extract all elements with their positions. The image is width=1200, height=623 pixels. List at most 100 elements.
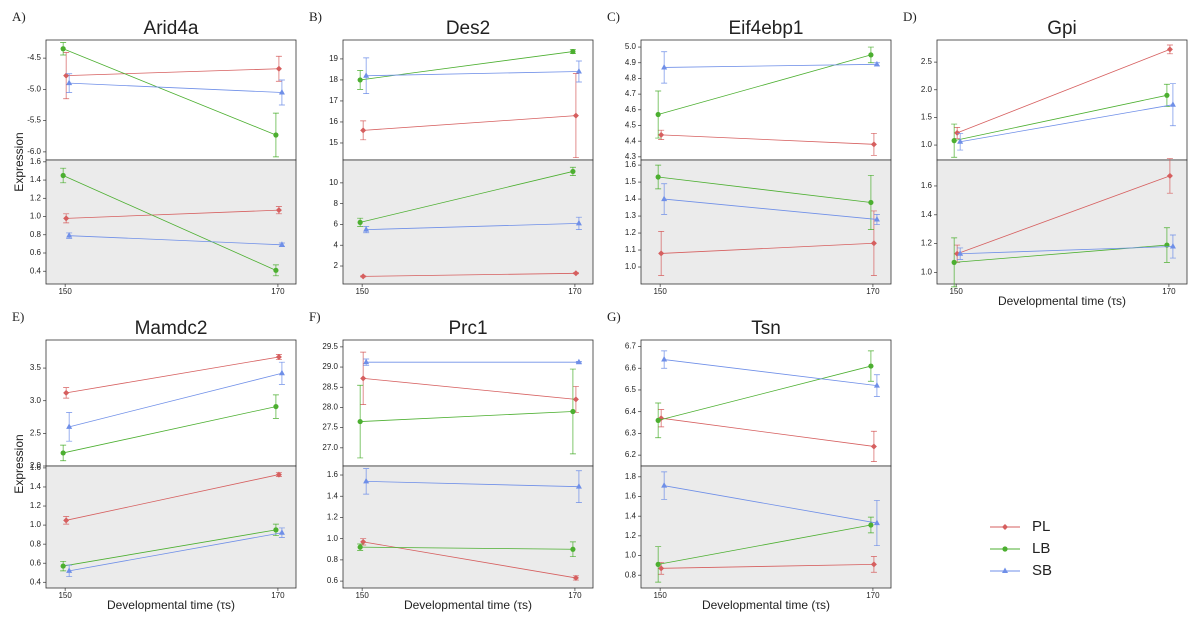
marker bbox=[957, 250, 964, 256]
marker bbox=[954, 129, 961, 136]
legend-label: PL bbox=[1032, 518, 1050, 535]
series-line bbox=[664, 63, 877, 68]
series-line bbox=[664, 198, 877, 220]
y-tick-label: 3.0 bbox=[30, 396, 42, 405]
y-tick-label: 1.6 bbox=[30, 157, 42, 166]
plot-area bbox=[640, 465, 892, 589]
panel-title: Tsn bbox=[751, 318, 781, 339]
marker bbox=[275, 65, 282, 72]
series-line bbox=[661, 563, 874, 569]
x-axis-label: Developmental time (τs) bbox=[702, 598, 830, 612]
y-tick-label: 10 bbox=[329, 178, 338, 187]
y-tick-label: 1.0 bbox=[921, 268, 933, 277]
series-line bbox=[63, 406, 277, 454]
marker bbox=[870, 443, 877, 450]
x-axis-label: Developmental time (τs) bbox=[404, 598, 532, 612]
marker bbox=[868, 52, 874, 58]
y-tick-label: 6.4 bbox=[625, 407, 637, 416]
y-tick-label: 5.0 bbox=[625, 42, 637, 51]
x-tick-label: 170 bbox=[866, 287, 880, 296]
marker bbox=[1169, 101, 1176, 107]
series-line bbox=[954, 94, 1167, 142]
marker bbox=[363, 226, 370, 232]
x-tick-label: 170 bbox=[271, 287, 285, 296]
marker bbox=[273, 132, 279, 138]
y-tick-label: 4.4 bbox=[625, 136, 637, 145]
marker bbox=[1169, 243, 1176, 249]
marker bbox=[357, 418, 363, 425]
y-tick-label: 1.4 bbox=[625, 511, 637, 520]
panel-label: G) bbox=[607, 309, 621, 324]
y-tick-label: 6 bbox=[334, 220, 339, 229]
series-line bbox=[363, 272, 576, 277]
marker bbox=[575, 68, 582, 74]
marker bbox=[273, 267, 279, 273]
plot-area bbox=[342, 339, 594, 467]
y-tick-label: 1.2 bbox=[625, 531, 637, 540]
plot-area bbox=[640, 159, 892, 285]
x-axis-label: Developmental time (τs) bbox=[107, 598, 235, 612]
panel-label: A) bbox=[12, 9, 26, 24]
marker bbox=[278, 241, 285, 247]
series-line bbox=[664, 359, 877, 387]
series-line bbox=[661, 417, 874, 447]
y-tick-label: 0.8 bbox=[30, 539, 42, 548]
plot-area bbox=[45, 159, 297, 285]
y-tick-label: 18 bbox=[329, 75, 338, 84]
marker bbox=[572, 396, 579, 403]
y-tick-label: 6.6 bbox=[625, 363, 637, 372]
marker bbox=[658, 131, 665, 138]
series-line bbox=[360, 411, 573, 422]
marker bbox=[575, 219, 582, 226]
marker bbox=[278, 89, 285, 95]
marker bbox=[275, 471, 282, 478]
series-line bbox=[366, 71, 579, 77]
y-tick-label: 1.4 bbox=[30, 175, 42, 184]
plot-area bbox=[342, 39, 594, 161]
y-tick-label: 1.4 bbox=[327, 491, 339, 500]
x-tick-label: 150 bbox=[949, 287, 963, 296]
marker bbox=[868, 363, 874, 369]
marker bbox=[66, 423, 73, 429]
series-line bbox=[360, 171, 574, 223]
marker bbox=[870, 561, 877, 568]
y-tick-label: 1.4 bbox=[921, 210, 933, 219]
y-tick-label: 2.0 bbox=[30, 461, 42, 470]
y-tick-label: 1.8 bbox=[625, 472, 637, 481]
y-axis-label: Expression bbox=[12, 434, 26, 493]
marker bbox=[360, 375, 367, 382]
plot-area bbox=[936, 39, 1188, 161]
y-tick-label: 0.8 bbox=[30, 230, 42, 239]
marker bbox=[363, 72, 370, 78]
marker bbox=[360, 538, 367, 545]
series-line bbox=[960, 246, 1173, 255]
y-tick-label: 1.2 bbox=[30, 193, 42, 202]
y-tick-label: 16 bbox=[329, 117, 338, 126]
y-tick-label: 1.5 bbox=[921, 113, 933, 122]
marker bbox=[60, 46, 66, 52]
y-tick-label: 1.2 bbox=[921, 239, 933, 248]
plot-area bbox=[640, 339, 892, 467]
y-tick-label: 1.1 bbox=[625, 245, 637, 254]
marker bbox=[661, 195, 668, 202]
marker bbox=[1002, 546, 1008, 552]
marker bbox=[570, 168, 576, 175]
plot-area bbox=[936, 159, 1188, 285]
series-line bbox=[363, 115, 576, 131]
series-line bbox=[658, 524, 871, 565]
marker bbox=[60, 450, 66, 456]
y-tick-label: 1.0 bbox=[921, 140, 933, 149]
y-tick-label: 1.6 bbox=[30, 463, 42, 472]
y-tick-label: 28.5 bbox=[322, 382, 338, 391]
x-tick-label: 170 bbox=[866, 591, 880, 600]
marker bbox=[570, 546, 576, 552]
marker bbox=[357, 544, 363, 550]
marker bbox=[275, 353, 282, 360]
marker bbox=[661, 482, 668, 488]
series-line bbox=[360, 546, 573, 550]
panel-title: Arid4a bbox=[144, 18, 199, 39]
y-tick-label: 2.5 bbox=[921, 57, 933, 66]
marker bbox=[357, 219, 363, 225]
y-tick-label: 4 bbox=[334, 240, 339, 249]
